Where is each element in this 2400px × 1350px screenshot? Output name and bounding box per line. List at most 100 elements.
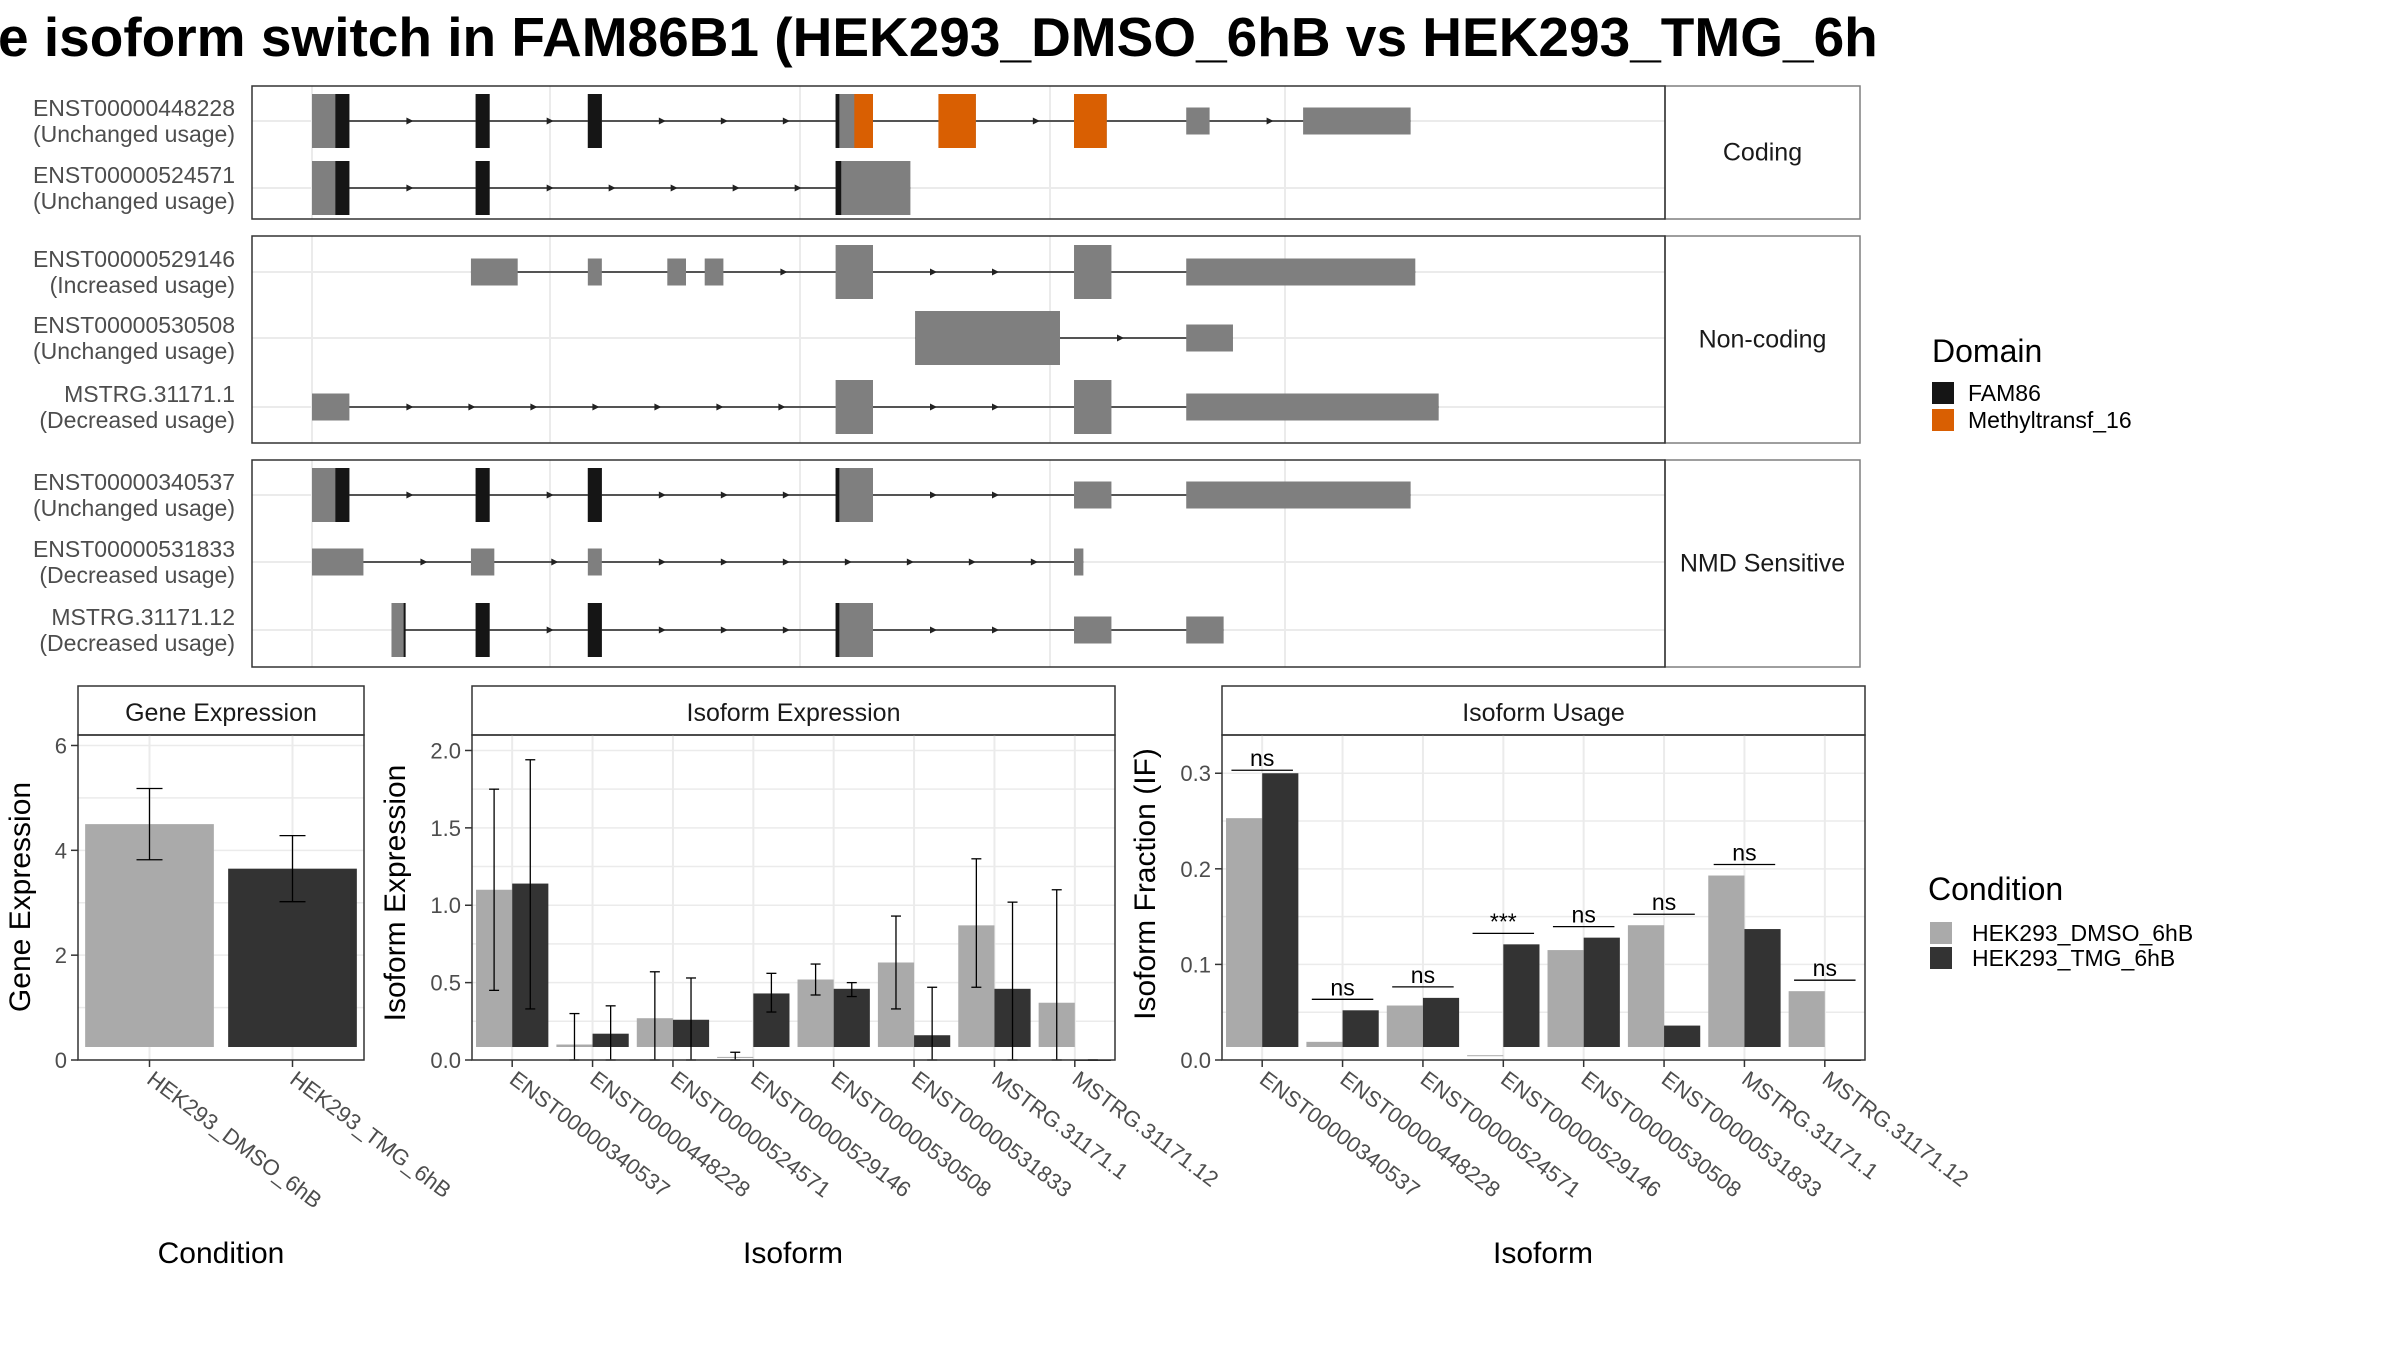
transcript-id: MSTRG.31171.1 — [64, 381, 235, 407]
transcript-row: MSTRG.31171.12(Decreased usage) — [39, 603, 1224, 657]
transcript-row: ENST00000531833(Decreased usage) — [33, 536, 1084, 588]
y-tick-label: 1.5 — [430, 816, 461, 841]
panel-title: Isoform Expression — [687, 699, 901, 727]
intron-arrow — [1032, 117, 1040, 125]
bar — [1342, 1010, 1379, 1047]
transcript-usage: (Unchanged usage) — [33, 495, 235, 521]
panel-strip — [77, 685, 365, 736]
domain-block — [475, 161, 490, 215]
bar — [1627, 925, 1665, 1047]
legend-label: HEK293_DMSO_6hB — [1972, 920, 2193, 946]
intron-arrow — [778, 403, 786, 411]
legend-swatch — [1932, 382, 1954, 404]
exon-block — [587, 258, 602, 286]
exon-block — [835, 380, 873, 434]
panel-strip — [471, 685, 1116, 736]
intron-arrow — [930, 626, 937, 634]
facet-strip-label: Non-coding — [1699, 326, 1827, 354]
exon-block — [835, 161, 911, 215]
intron-arrow — [546, 491, 554, 499]
exon-block — [587, 548, 602, 576]
y-axis-title: Isoform Fraction (IF) — [1129, 748, 1162, 1020]
legend-swatch — [1930, 922, 1952, 944]
domain-block — [475, 603, 490, 657]
x-axis-title: Isoform — [743, 1237, 843, 1270]
intron-arrow — [1117, 334, 1124, 342]
facet-strip — [1664, 459, 1861, 668]
significance-label: ns — [1652, 889, 1676, 915]
panel-border — [471, 734, 1116, 1061]
legend-label: FAM86 — [1968, 380, 2041, 406]
intron-arrow — [406, 491, 414, 499]
bar — [1583, 937, 1620, 1047]
y-tick-label: 0.3 — [1180, 761, 1211, 786]
domain-block — [587, 94, 602, 148]
domain-block — [835, 161, 842, 215]
significance-label: ns — [1411, 962, 1435, 988]
exon-block — [1186, 258, 1416, 286]
intron-arrow — [720, 626, 728, 634]
bar-panel: Isoform Expression0.00.51.01.52.0ENST000… — [379, 685, 1223, 1270]
domain-block — [587, 603, 602, 657]
transcript-row: ENST00000340537(Unchanged usage) — [33, 468, 1411, 522]
x-axis-title: Condition — [158, 1237, 285, 1270]
legend-label: HEK293_TMG_6hB — [1972, 945, 2175, 971]
y-tick-label: 2.0 — [430, 738, 461, 763]
y-tick-label: 2 — [55, 943, 67, 968]
figure-title: e isoform switch in FAM86B1 (HEK293_DMSO… — [0, 6, 1878, 68]
intron-arrow — [992, 491, 999, 499]
intron-arrow — [720, 491, 728, 499]
intron-arrow — [420, 558, 428, 566]
panel-border — [251, 235, 1666, 444]
x-tick-label: MSTRG.31171.12 — [1068, 1066, 1223, 1192]
transcript-row: ENST00000530508(Unchanged usage) — [33, 311, 1233, 365]
panel-strip — [1221, 685, 1866, 736]
bar-panel: Isoform Usage 0.0 0.1 0.2 0.3 ns ns ns *** ns ns ns… — [1129, 685, 1973, 1270]
panel-border — [77, 734, 365, 1061]
exon-block — [1074, 481, 1112, 509]
domain-block — [335, 94, 350, 148]
intron-arrow — [992, 268, 999, 276]
significance-label: ns — [1572, 902, 1596, 928]
intron-arrow — [670, 184, 678, 192]
intron-arrow — [406, 117, 414, 125]
intron-arrow — [720, 558, 728, 566]
domain-block — [938, 94, 976, 148]
domain-block — [835, 603, 840, 657]
bar — [1306, 1041, 1343, 1047]
exon-block — [312, 548, 364, 576]
bar — [1664, 1025, 1701, 1047]
intron-arrow — [608, 184, 616, 192]
transcript-usage: (Unchanged usage) — [33, 121, 235, 147]
intron-arrow — [930, 403, 937, 411]
intron-arrow — [992, 403, 999, 411]
exon-block — [1186, 616, 1224, 644]
facet-strip — [1664, 85, 1861, 220]
legend-title: Domain — [1932, 333, 2042, 369]
y-tick-label: 0.0 — [430, 1048, 461, 1073]
transcript-usage: (Decreased usage) — [39, 562, 235, 588]
intron-arrow — [720, 117, 728, 125]
transcript-id: ENST00000530508 — [33, 312, 235, 338]
transcript-id: MSTRG.31171.12 — [51, 604, 235, 630]
y-tick-label: 0.2 — [1180, 857, 1211, 882]
bar — [1708, 875, 1745, 1047]
y-tick-label: 0 — [55, 1048, 67, 1073]
exon-block — [470, 548, 495, 576]
exon-block — [1074, 380, 1112, 434]
exon-block — [470, 258, 518, 286]
panel-background — [252, 460, 1665, 667]
transcript-usage: (Unchanged usage) — [33, 188, 235, 214]
domain-block — [1074, 94, 1107, 148]
y-tick-label: 4 — [55, 838, 67, 863]
exon-block — [1186, 107, 1210, 135]
structure-group: NMD Sensitive ENST00000340537(Unchanged u… — [33, 459, 1861, 668]
significance-label: ns — [1813, 955, 1837, 981]
significance-label: ns — [1732, 840, 1756, 866]
intron-arrow — [844, 558, 852, 566]
legend-title: Condition — [1928, 871, 2063, 907]
y-tick-label: 1.0 — [430, 893, 461, 918]
intron-arrow — [794, 184, 802, 192]
